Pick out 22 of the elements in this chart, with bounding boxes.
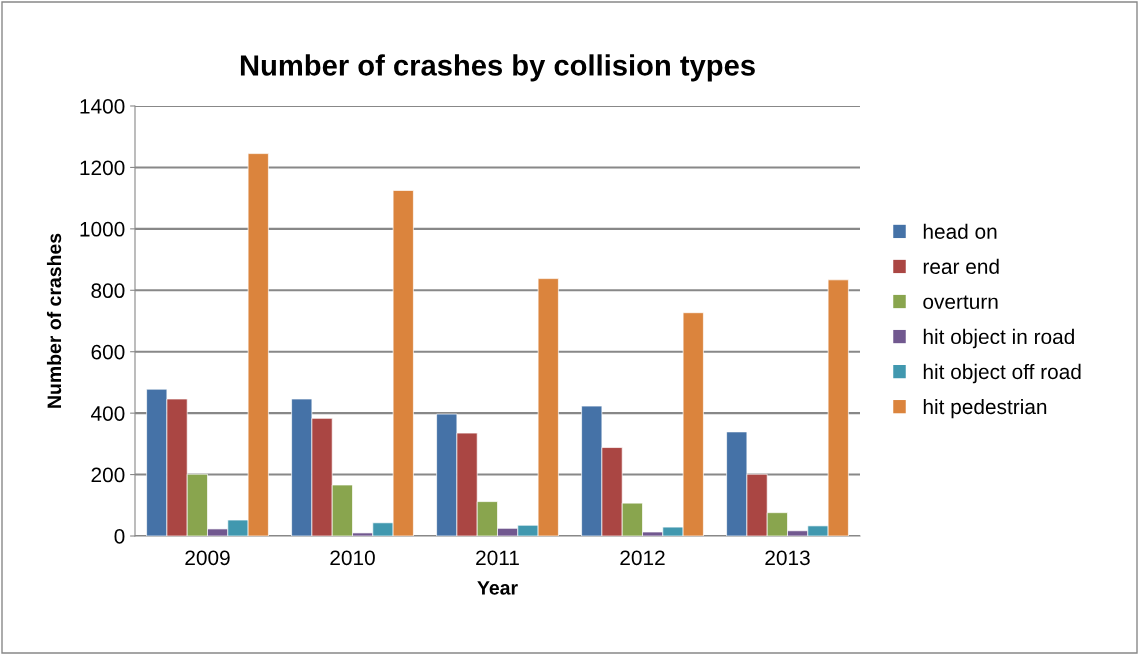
y-tick-label: 0 — [114, 529, 125, 544]
x-tick-label: 2009 — [185, 550, 230, 566]
x-axis-title: Year — [477, 581, 518, 595]
y-tick-label: 1400 — [80, 99, 125, 114]
chart-title: Number of crashes by collision types — [240, 54, 755, 82]
y-tick-label: 400 — [91, 406, 125, 421]
y-tick-label: 600 — [91, 344, 125, 360]
legend-label: hit object in road — [923, 328, 1074, 349]
x-tick-label: 2012 — [620, 550, 665, 566]
y-tick-label: 800 — [91, 283, 125, 299]
y-tick-label: 1000 — [80, 221, 125, 237]
x-tick-label: 2013 — [765, 550, 810, 566]
x-tick-label: 2010 — [330, 550, 375, 566]
legend-label: hit object off road — [923, 363, 1081, 384]
y-axis-title: Number of crashes — [46, 233, 62, 408]
y-tick-label: 1200 — [80, 160, 125, 176]
legend-label: rear end — [923, 258, 999, 275]
y-tick-label: 200 — [91, 467, 125, 483]
legend-label: hit pedestrian — [923, 398, 1047, 419]
x-tick-label: 2011 — [476, 550, 519, 566]
legend-label: head on — [923, 223, 997, 239]
legend-label: overturn — [923, 295, 998, 310]
